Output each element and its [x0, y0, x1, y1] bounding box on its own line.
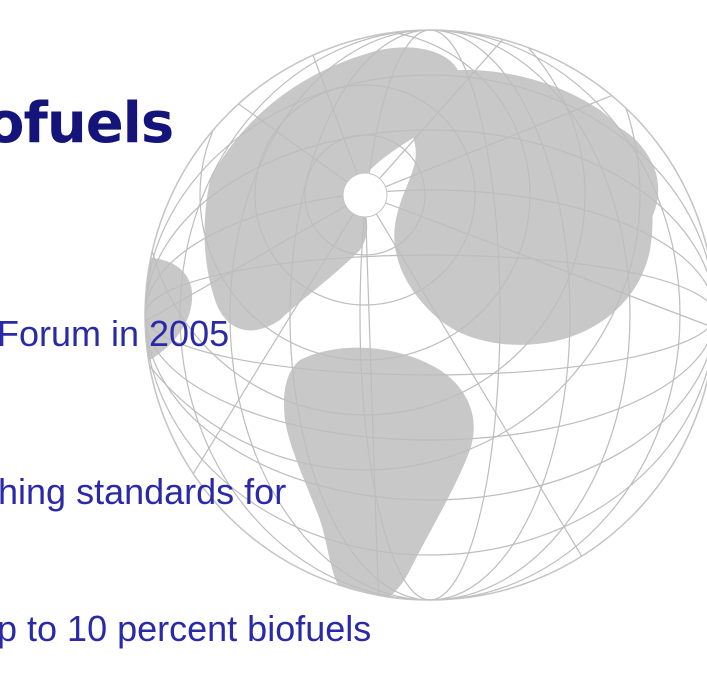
text-line-3: p to 10 percent biofuels	[0, 608, 372, 649]
globe-outline	[144, 29, 707, 601]
text-line-2: hing standards for	[0, 471, 287, 512]
slide-title: ofuels	[0, 91, 174, 156]
text-line-1: Forum in 2005	[0, 313, 230, 354]
pole-marker	[342, 172, 388, 218]
